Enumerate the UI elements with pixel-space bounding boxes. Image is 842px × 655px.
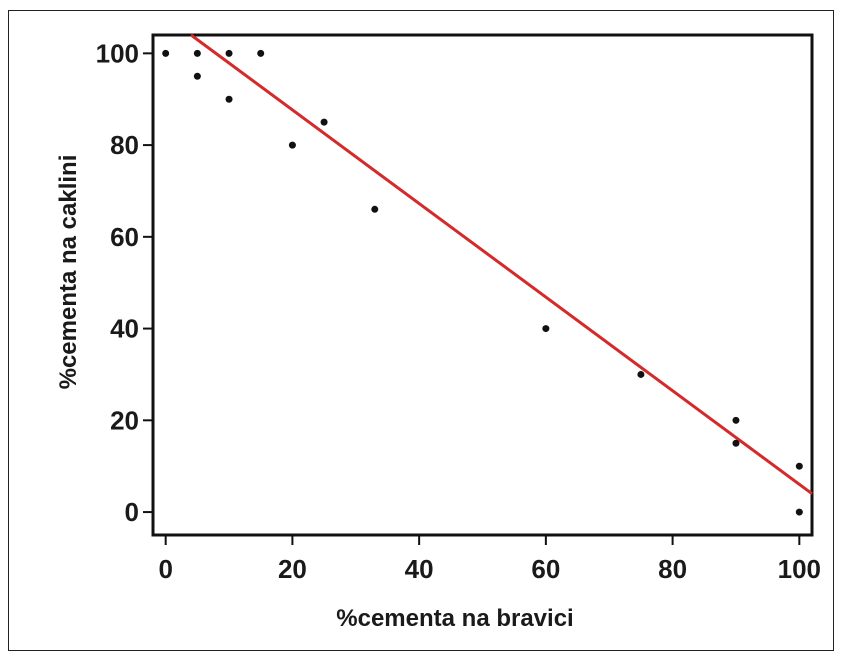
x-tick-label: 20 [278, 554, 307, 584]
x-tick-label: 100 [778, 554, 821, 584]
data-point [795, 508, 803, 516]
regression-line [190, 33, 813, 495]
data-point [257, 49, 265, 57]
data-point [225, 49, 233, 57]
data-point [320, 118, 328, 126]
data-point [542, 325, 550, 333]
x-tick-label: 40 [405, 554, 434, 584]
y-tick-label: 100 [96, 38, 139, 68]
data-point [193, 72, 201, 80]
data-points [162, 49, 803, 516]
y-tick-label: 20 [110, 405, 139, 435]
plot-area-border [151, 33, 814, 537]
x-tick-label: 80 [658, 554, 687, 584]
y-tick-label: 60 [110, 222, 139, 252]
y-tick-label: 0 [125, 497, 139, 527]
figure-frame [8, 10, 834, 651]
data-point [637, 370, 645, 378]
data-point [732, 439, 740, 447]
x-axis-label: %cementa na bravici [336, 605, 573, 632]
data-point [371, 205, 379, 213]
y-axis: 0 20 40 60 80 100 [96, 38, 153, 527]
x-tick-label: 60 [531, 554, 560, 584]
data-point [225, 95, 233, 103]
data-point [732, 416, 740, 424]
data-point [193, 49, 201, 57]
y-tick-label: 40 [110, 314, 139, 344]
y-tick-label: 80 [110, 130, 139, 160]
y-axis-label: %cementa na caklini [55, 155, 82, 390]
data-point [162, 49, 170, 57]
data-point [795, 462, 803, 470]
data-point [288, 141, 296, 149]
fit-line-group [190, 33, 813, 495]
x-tick-label: 0 [158, 554, 172, 584]
x-axis: 0 20 40 60 80 100 [158, 535, 821, 584]
